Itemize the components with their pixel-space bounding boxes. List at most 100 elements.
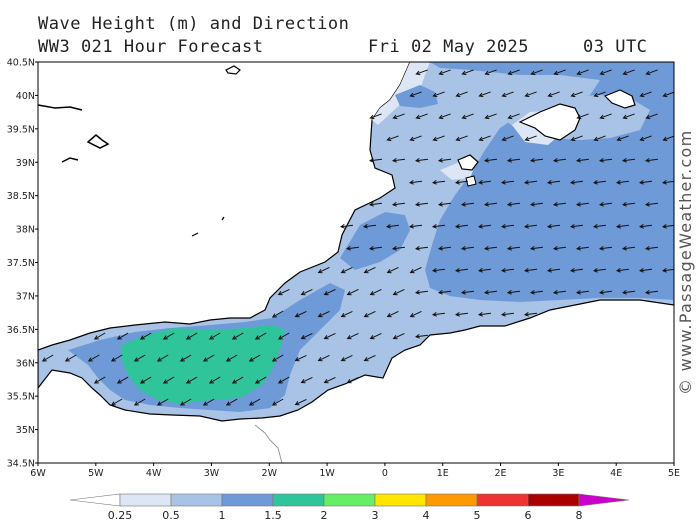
direction-arrow	[455, 312, 469, 316]
direction-arrow-head	[645, 201, 650, 207]
direction-arrow	[502, 135, 514, 141]
direction-arrow-head	[599, 245, 604, 251]
direction-arrow	[645, 158, 659, 162]
direction-arrow-head	[524, 179, 529, 185]
direction-arrow	[140, 332, 152, 340]
forecast-date: Fri 02 May 2025	[368, 37, 530, 57]
direction-arrow-head	[225, 401, 231, 406]
direction-arrow-head	[524, 267, 529, 273]
direction-arrow-head	[208, 379, 214, 384]
direction-arrow-head	[208, 335, 214, 340]
direction-arrow	[209, 332, 221, 340]
inland-water-small	[221, 216, 225, 221]
direction-arrow-head	[162, 335, 168, 340]
direction-arrow-head	[478, 223, 483, 229]
direction-arrow-head	[639, 136, 645, 142]
direction-arrow-head	[300, 291, 306, 296]
longitude-label: 3W	[204, 468, 220, 479]
direction-arrow	[570, 180, 584, 184]
latitude-label: 37.5N	[7, 258, 35, 269]
direction-arrow	[623, 69, 635, 75]
direction-arrow	[593, 180, 607, 184]
direction-arrow	[410, 311, 422, 317]
direction-arrow	[157, 398, 169, 406]
direction-arrow	[134, 354, 146, 362]
direction-arrow	[180, 398, 192, 406]
direction-arrow	[479, 135, 491, 141]
direction-arrow-head	[432, 92, 438, 98]
direction-arrow-head	[639, 223, 644, 229]
direction-arrow-head	[64, 357, 70, 362]
direction-arrow-head	[645, 70, 651, 76]
direction-arrow-head	[369, 335, 375, 340]
direction-arrow-head	[340, 313, 346, 318]
direction-arrow	[111, 398, 123, 406]
direction-arrow	[341, 355, 353, 361]
direction-arrow-head	[662, 136, 668, 142]
direction-arrow	[502, 91, 514, 97]
direction-arrow-head	[156, 357, 162, 362]
direction-arrow	[645, 246, 659, 250]
latitude-label: 39N	[16, 158, 35, 169]
direction-arrow-head	[622, 157, 627, 163]
direction-arrow-head	[570, 223, 575, 229]
scale-label: 1.5	[264, 509, 282, 522]
direction-arrow-head	[501, 92, 507, 98]
direction-arrow	[594, 135, 606, 141]
direction-arrow-head	[133, 357, 139, 362]
direction-arrow-head	[530, 289, 535, 295]
scale-label: 5	[474, 509, 481, 522]
direction-arrow	[369, 202, 383, 206]
direction-arrow	[295, 355, 307, 361]
direction-arrow	[410, 135, 422, 141]
direction-arrow-head	[369, 245, 374, 251]
longitude-label: 1W	[319, 468, 335, 479]
direction-arrow-head	[432, 267, 437, 273]
direction-arrow-head	[369, 291, 375, 296]
direction-arrow-head	[524, 136, 530, 142]
direction-arrow-head	[340, 223, 345, 229]
direction-arrow	[318, 311, 330, 317]
direction-arrow	[341, 267, 353, 273]
direction-arrow-head	[87, 357, 93, 362]
direction-arrow-head	[116, 379, 122, 384]
direction-arrow	[525, 135, 537, 141]
lake-outline	[61, 157, 79, 163]
direction-arrow-head	[530, 245, 535, 251]
scale-color-bin	[323, 493, 376, 507]
latitude-label: 34.5N	[7, 459, 35, 470]
direction-arrow-head	[593, 136, 599, 142]
direction-arrow-head	[93, 379, 99, 384]
scale-color-bin	[425, 493, 478, 507]
direction-arrow-head	[438, 245, 443, 251]
direction-arrow	[65, 354, 77, 362]
direction-arrow-head	[639, 267, 644, 273]
direction-arrow	[479, 91, 491, 97]
direction-arrow-head	[409, 92, 415, 98]
direction-arrow-head	[225, 357, 231, 362]
direction-arrow	[524, 268, 538, 272]
direction-arrow	[249, 354, 261, 362]
direction-arrow	[386, 224, 400, 228]
direction-arrow	[531, 69, 543, 75]
direction-arrow-head	[599, 70, 605, 76]
direction-arrow-head	[346, 245, 351, 251]
formentera-island	[465, 175, 477, 187]
direction-arrow-head	[415, 289, 420, 295]
direction-arrow	[645, 290, 659, 294]
direction-arrow	[278, 332, 290, 340]
direction-arrow	[438, 202, 452, 206]
direction-arrow-head	[323, 291, 329, 296]
direction-arrow-head	[639, 179, 644, 185]
direction-arrow-head	[484, 289, 489, 295]
wave-direction-arrows	[41, 69, 674, 406]
direction-arrow	[646, 113, 658, 119]
moderate-wave-north	[395, 85, 438, 108]
direction-arrow	[553, 158, 567, 162]
direction-arrow	[438, 246, 452, 250]
latitude-label: 35N	[16, 425, 35, 436]
direction-arrow	[462, 113, 474, 119]
direction-arrow-head	[277, 291, 283, 296]
direction-arrow	[599, 290, 613, 294]
direction-arrow-head	[438, 201, 443, 207]
